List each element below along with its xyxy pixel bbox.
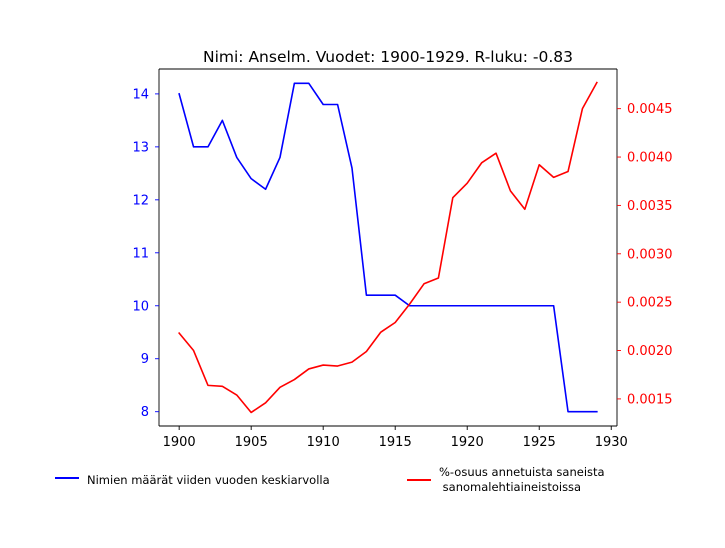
axes-layer: 1900 1905 1910 1915 1920 1925 1930 8 9 10 11 12 13 14… [132,68,673,450]
series-layer [178,81,598,414]
chart-title: Nimi: Anselm. Vuodet: 1900-1929. R-luku:… [203,48,573,66]
x-tick-label: 1920 [451,435,484,450]
left-y-tick-label: 14 [132,87,149,102]
x-tick-label: 1910 [307,435,340,450]
x-tick-label: 1905 [235,435,268,450]
left-y-tick-label: 13 [132,140,149,155]
legend-label-line: sanomalehtiaineistoissa [439,480,581,494]
x-tick-label: 1915 [379,435,412,450]
right-y-tick-label: 0.0025 [627,296,673,311]
x-tick-label: 1925 [523,435,556,450]
legend-label-line: Nimien määrät viiden vuoden keskiarvolla [87,473,330,487]
left-y-tick-label: 11 [132,246,149,261]
series-line-name-counts [178,82,598,413]
right-y-tick-label: 0.0030 [627,247,673,262]
legend-label-line: %-osuus annetuista saneista [439,465,605,479]
series-line-token-share [178,81,598,414]
x-tick-label: 1930 [595,435,628,450]
right-y-tick-label: 0.0035 [627,199,673,214]
legend: Nimien määrät viiden vuoden keskiarvolla… [55,465,605,494]
right-y-tick-label: 0.0040 [627,151,673,166]
left-y-tick-label: 8 [141,405,149,420]
legend-label-name-counts: Nimien määrät viiden vuoden keskiarvolla [87,473,330,487]
right-y-tick-label: 0.0045 [627,102,673,117]
right-y-tick-label: 0.0015 [627,392,673,407]
right-y-tick-label: 0.0020 [627,344,673,359]
left-y-tick-label: 9 [141,352,149,367]
left-y-tick-label: 12 [132,193,149,208]
left-y-tick-label: 10 [132,299,149,314]
x-tick-label: 1900 [163,435,196,450]
legend-label-token-share: %-osuus annetuista saneista sanomalehtia… [439,465,605,494]
